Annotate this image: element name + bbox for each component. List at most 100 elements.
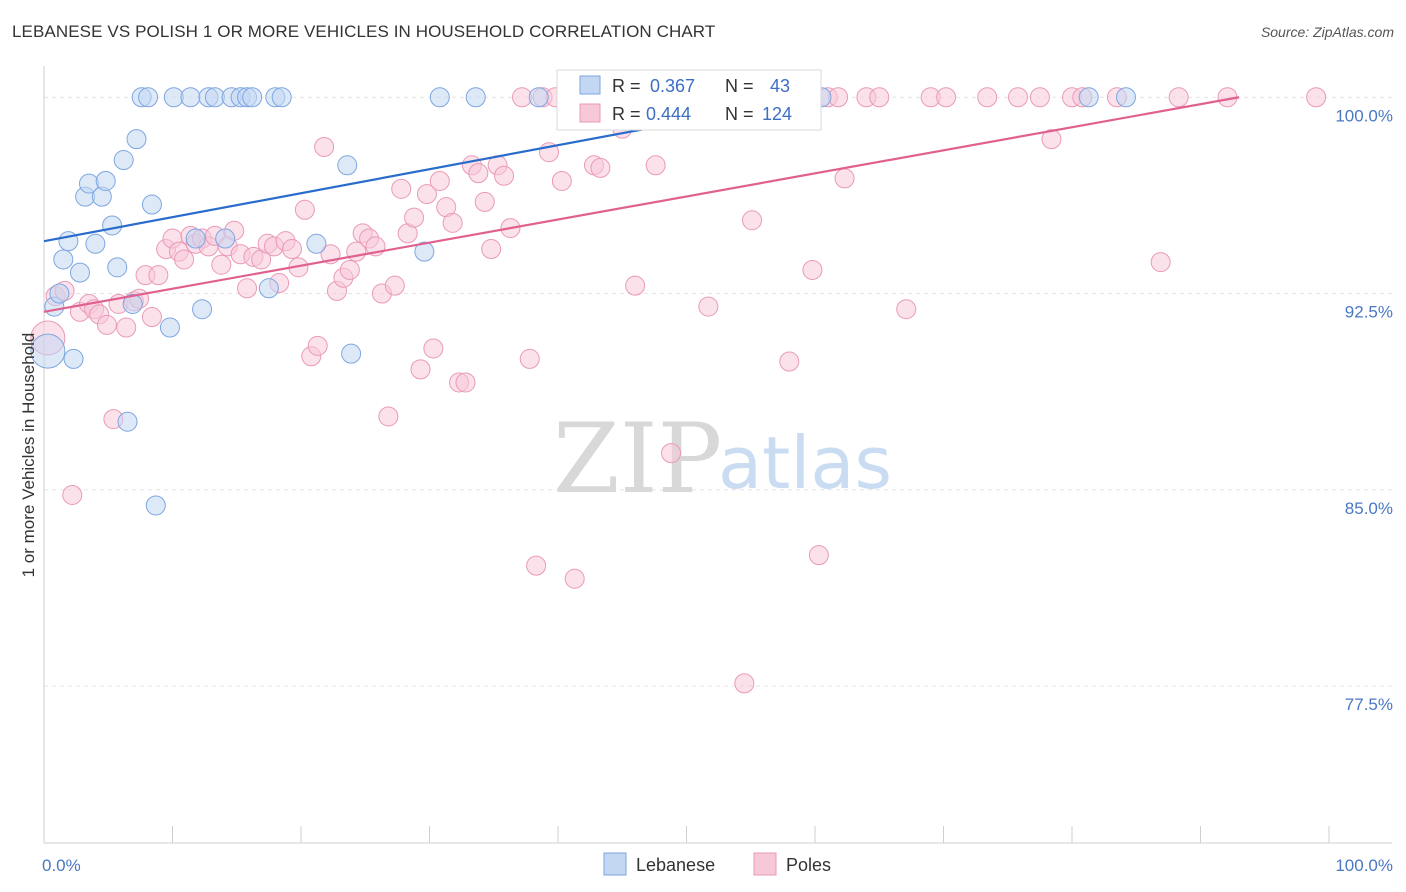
- lebanese-point: [69, 262, 90, 283]
- lebanese-point: [465, 87, 486, 108]
- lebanese-point: [306, 233, 327, 254]
- lebanese-point: [138, 87, 159, 108]
- lebanese-point: [337, 155, 358, 176]
- chart-title: LEBANESE VS POLISH 1 OR MORE VEHICLES IN…: [12, 22, 716, 41]
- poles-point: [519, 348, 540, 369]
- poles-point: [384, 275, 405, 296]
- poles-point: [404, 207, 425, 228]
- poles-point: [378, 406, 399, 427]
- poles-point: [174, 249, 195, 270]
- poles-point: [734, 673, 755, 694]
- x-tick-label: 100.0%: [1335, 856, 1393, 875]
- poles-point: [742, 210, 763, 231]
- poles-point: [474, 191, 495, 212]
- lebanese-point: [185, 228, 206, 249]
- lebanese-point: [163, 87, 184, 108]
- lebanese-point: [141, 194, 162, 215]
- y-tick-label: 92.5%: [1345, 303, 1393, 322]
- lebanese-n-key: N =: [725, 76, 754, 96]
- poles-point: [468, 163, 489, 184]
- lebanese-points: [30, 87, 1136, 516]
- poles-point: [779, 351, 800, 372]
- poles-point: [625, 275, 646, 296]
- poles-point: [282, 239, 303, 260]
- poles-point: [141, 307, 162, 328]
- lebanese-point: [53, 249, 74, 270]
- poles-point: [429, 170, 450, 191]
- lebanese-point: [1078, 87, 1099, 108]
- poles-point: [896, 299, 917, 320]
- poles-point: [423, 338, 444, 359]
- poles-point: [481, 239, 502, 260]
- poles-point: [808, 545, 829, 566]
- lebanese-point: [1115, 87, 1136, 108]
- lebanese-point: [145, 495, 166, 516]
- poles-point: [307, 335, 328, 356]
- lebanese-point: [414, 241, 435, 262]
- y-tick-label: 100.0%: [1335, 106, 1393, 125]
- poles-n-key: N =: [725, 104, 754, 124]
- lebanese-point: [63, 348, 84, 369]
- poles-r-key: R =: [612, 104, 641, 124]
- poles-point: [512, 87, 533, 108]
- lebanese-point: [85, 233, 106, 254]
- poles-point: [698, 296, 719, 317]
- lebanese-point: [102, 215, 123, 236]
- y-tick-labels: 100.0% 92.5% 85.0% 77.5%: [1335, 106, 1393, 714]
- y-axis-label: 1 or more Vehicles in Household: [19, 333, 38, 578]
- lebanese-point: [429, 87, 450, 108]
- axes: [43, 66, 1392, 844]
- lebanese-point: [204, 87, 225, 108]
- lebanese-point: [95, 170, 116, 191]
- gridlines: [44, 96, 1392, 687]
- lebanese-point: [180, 87, 201, 108]
- lebanese-stat-swatch: [579, 75, 601, 95]
- poles-point: [410, 359, 431, 380]
- poles-point: [834, 168, 855, 189]
- poles-point: [661, 443, 682, 464]
- lebanese-point: [126, 129, 147, 150]
- poles-point: [645, 155, 666, 176]
- lebanese-point: [49, 283, 70, 304]
- lebanese-point: [215, 228, 236, 249]
- source-label: Source: ZipAtlas.com: [1260, 24, 1394, 40]
- poles-point: [455, 372, 476, 393]
- poles-r-value: 0.444: [646, 104, 691, 124]
- lebanese-point: [341, 343, 362, 364]
- poles-point: [551, 170, 572, 191]
- poles-point: [116, 317, 137, 338]
- poles-point: [869, 87, 890, 108]
- lebanese-point: [30, 333, 66, 369]
- lebanese-r-value: 0.367: [650, 76, 695, 96]
- lebanese-r-key: R =: [612, 76, 641, 96]
- legend-lebanese-swatch[interactable]: [603, 852, 627, 876]
- poles-point: [526, 555, 547, 576]
- poles-point: [314, 136, 335, 157]
- poles-point: [416, 184, 437, 205]
- legend-poles-label[interactable]: Poles: [786, 855, 831, 875]
- poles-point: [62, 484, 83, 505]
- lebanese-n-value: 43: [770, 76, 790, 96]
- poles-point: [1008, 87, 1029, 108]
- poles-point: [590, 157, 611, 178]
- poles-point: [391, 178, 412, 199]
- poles-point: [294, 199, 315, 220]
- poles-point: [442, 212, 463, 233]
- watermark-atlas: atlas: [718, 421, 892, 505]
- lebanese-point: [117, 411, 138, 432]
- poles-point: [802, 259, 823, 280]
- lebanese-point: [113, 150, 134, 171]
- y-tick-label: 77.5%: [1345, 695, 1393, 714]
- poles-points: [30, 87, 1327, 694]
- lebanese-point: [258, 278, 279, 299]
- bottom-legend: Lebanese Poles: [603, 852, 831, 876]
- poles-point: [1306, 87, 1327, 108]
- lebanese-point: [122, 293, 143, 314]
- lebanese-point: [271, 87, 292, 108]
- poles-point: [237, 278, 258, 299]
- legend-poles-swatch[interactable]: [753, 852, 777, 876]
- poles-point: [1041, 129, 1062, 150]
- legend-lebanese-label[interactable]: Lebanese: [636, 855, 715, 875]
- lebanese-point: [242, 87, 263, 108]
